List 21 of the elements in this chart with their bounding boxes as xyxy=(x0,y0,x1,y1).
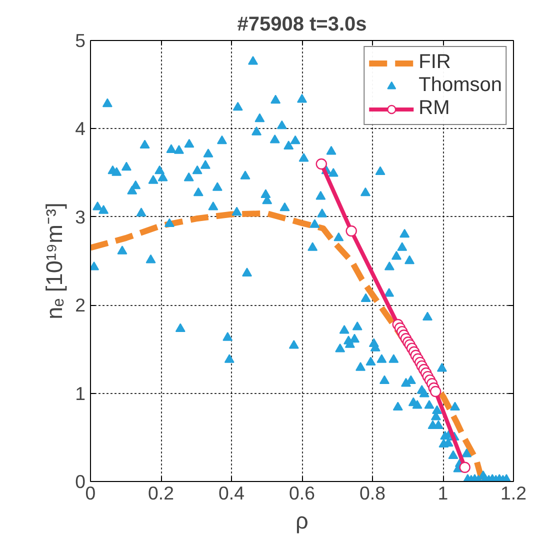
point xyxy=(316,158,327,170)
point xyxy=(430,386,442,398)
x-tick-label: 0.4 xyxy=(218,482,244,504)
y-tick-label: 2 xyxy=(75,294,86,316)
y-tick-label: 4 xyxy=(75,118,86,140)
x-tick-label: 1 xyxy=(438,482,448,504)
y-tick-label: 3 xyxy=(75,206,86,228)
x-axis-title: ρ xyxy=(296,508,308,534)
legend-label: RM xyxy=(418,97,450,120)
x-tick-label: 0.8 xyxy=(360,482,386,504)
point xyxy=(346,225,357,237)
x-tick-label: 0.2 xyxy=(148,482,174,504)
x-tick-label: 1.2 xyxy=(500,482,526,504)
y-tick-label: 1 xyxy=(75,382,86,404)
chart-title: #75908 t=3.0s xyxy=(237,14,367,36)
legend-label: Thomson xyxy=(418,74,502,97)
x-tick-label: 0.6 xyxy=(289,482,315,504)
y-tick-label: 5 xyxy=(75,30,86,51)
y-axis-title: nₑ [10¹⁹m⁻³] xyxy=(41,202,68,320)
point xyxy=(459,462,470,473)
legend-label: FIR xyxy=(418,51,451,74)
